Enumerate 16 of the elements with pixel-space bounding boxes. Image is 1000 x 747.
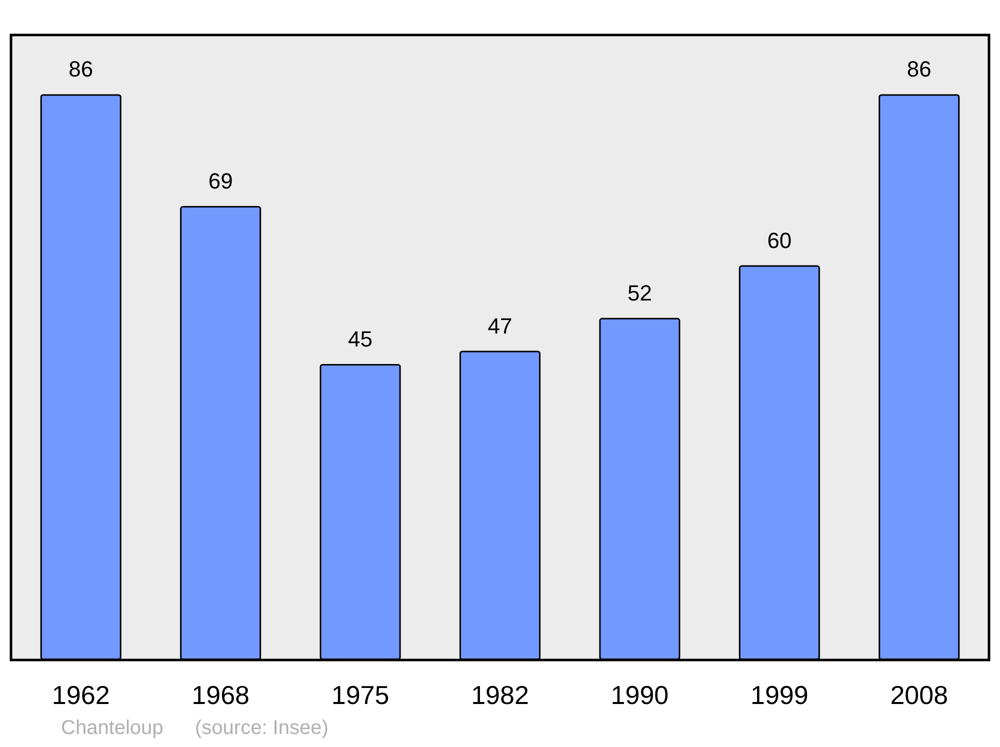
x-tick-label: 1990 [610, 680, 669, 710]
x-tick-label: 2008 [890, 680, 948, 710]
x-tick-label: 1968 [192, 680, 250, 710]
x-tick-label: 1962 [52, 680, 110, 710]
data-label: 86 [68, 56, 94, 82]
text: (source: Insee) [195, 717, 328, 739]
text: Chanteloup [61, 717, 164, 739]
x-tick-label: 1999 [750, 680, 808, 710]
data-label: 52 [627, 280, 652, 306]
x-tick-label: 1982 [471, 680, 529, 710]
data-label: 60 [767, 228, 792, 253]
data-label: 45 [348, 326, 373, 352]
data-label: 47 [488, 313, 512, 338]
data-label: 86 [906, 56, 932, 82]
data-label: 69 [208, 168, 233, 194]
x-tick-label: 1975 [331, 680, 390, 710]
